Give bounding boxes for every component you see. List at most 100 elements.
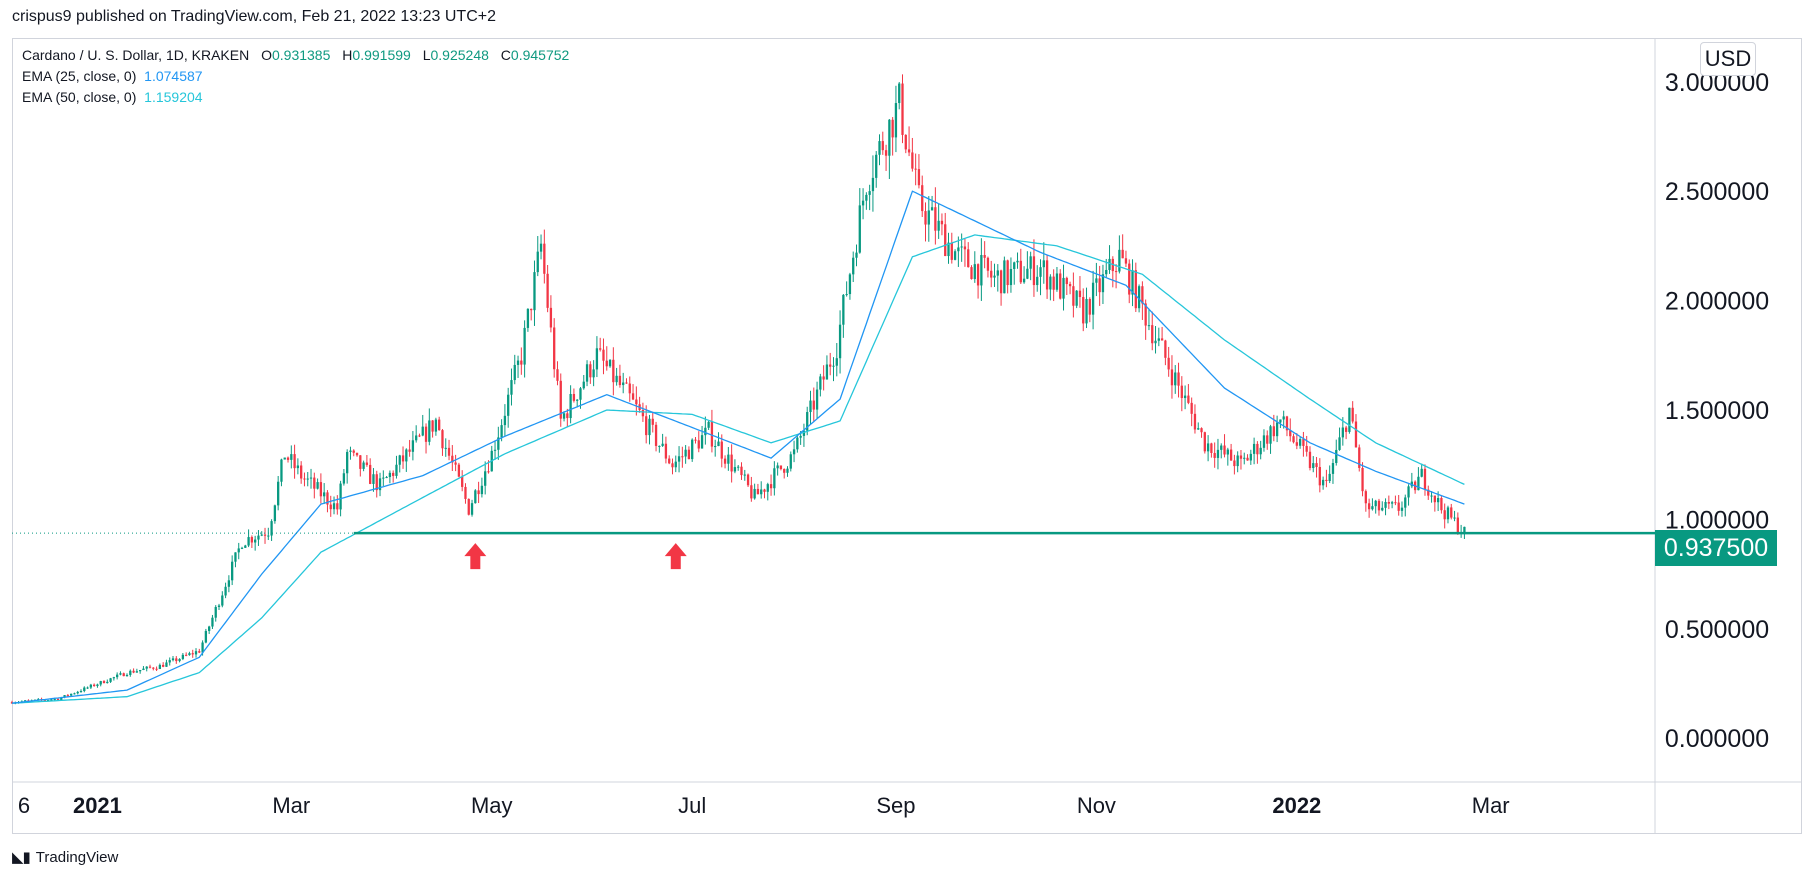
candle-body [1088, 298, 1091, 315]
candle-body [1423, 468, 1427, 490]
candle-body [240, 547, 244, 549]
candle-body [1183, 395, 1187, 399]
candle-body [247, 537, 250, 546]
candle-body [881, 141, 884, 151]
candle-body [1223, 445, 1226, 455]
candle-body [1417, 476, 1420, 491]
candle-body [1134, 270, 1137, 309]
candle-body [286, 457, 290, 460]
candle-body [69, 693, 73, 696]
currency-button[interactable]: USD [1700, 42, 1756, 76]
candle-body [306, 478, 309, 480]
close-label: C [500, 47, 511, 63]
candle-body [1384, 501, 1387, 508]
candle-body [1095, 278, 1098, 283]
candle-body [1321, 479, 1325, 486]
candle-body [960, 246, 963, 248]
candle-body [1154, 340, 1157, 344]
candle-body [533, 272, 536, 311]
candle-body [1298, 439, 1302, 446]
candle-body [1213, 452, 1216, 458]
candle-body [953, 251, 957, 260]
candle-body [628, 383, 631, 394]
candle-body [947, 242, 950, 257]
candle-body [438, 419, 441, 431]
candle-body [1147, 325, 1151, 327]
candle-body [776, 465, 779, 469]
candle-body [1078, 290, 1082, 298]
candle-body [1315, 463, 1318, 468]
candle-body [976, 264, 980, 286]
candle-body [1463, 526, 1466, 533]
candle-body [280, 459, 283, 482]
candle-body [1124, 258, 1128, 264]
candle-body [457, 464, 461, 477]
candle-body [421, 426, 424, 436]
candle-body [1197, 428, 1200, 430]
candle-body [1216, 449, 1220, 458]
candle-body [589, 364, 592, 378]
candle-body [1318, 467, 1321, 486]
x-tick-label: Sep [876, 793, 915, 818]
candle-body [503, 415, 507, 426]
candle-body [467, 498, 470, 515]
candle-body [451, 455, 454, 463]
close-value: 0.945752 [510, 47, 570, 63]
candle-body [832, 365, 835, 367]
candle-body [1180, 385, 1183, 399]
candle-body [1013, 262, 1016, 270]
candle-body [1279, 419, 1282, 423]
candle-body [191, 653, 194, 655]
candle-body [1420, 468, 1423, 477]
candle-body [227, 580, 231, 587]
candle-body [815, 389, 819, 410]
candle-body [681, 456, 684, 458]
open-value: 0.931385 [271, 47, 331, 63]
candle-body [1387, 501, 1390, 504]
candle-body [303, 478, 306, 480]
candle-body [651, 418, 654, 425]
candle-body [1082, 297, 1085, 324]
candle-body [700, 435, 704, 449]
candle-body [763, 489, 766, 492]
candle-body [720, 441, 723, 459]
candle-body [717, 441, 720, 447]
candle-body [290, 454, 293, 460]
ema25-label[interactable]: EMA (25, close, 0) [22, 68, 137, 84]
candle-body [576, 399, 579, 401]
candle-body [743, 474, 746, 476]
candle-body [1091, 282, 1095, 315]
x-tick-label: 2022 [1272, 793, 1321, 818]
candle-body [1381, 507, 1384, 511]
legend-row-ema50: EMA (50, close, 0) 1.159204 [22, 87, 569, 108]
candle-body [549, 307, 553, 328]
symbol-label[interactable]: Cardano / U. S. Dollar, 1D, KRAKEN [22, 47, 250, 63]
candle-body [622, 382, 625, 386]
candle-body [654, 424, 658, 446]
candle-body [855, 252, 858, 258]
candle-body [1006, 260, 1009, 286]
x-tick-label: May [471, 793, 513, 818]
candle-body [332, 503, 336, 510]
ema50-label[interactable]: EMA (50, close, 0) [22, 89, 137, 105]
tradingview-brand[interactable]: ◣▮ TradingView [12, 848, 118, 867]
candle-body [1203, 432, 1206, 452]
candle-body [408, 449, 411, 452]
candle-body [1456, 517, 1459, 533]
candle-body [1328, 473, 1331, 482]
candle-body [1059, 273, 1062, 299]
candle-body [155, 668, 158, 670]
candle-body [779, 465, 783, 470]
candle-body [309, 477, 313, 479]
legend-row-ema25: EMA (25, close, 0) 1.074587 [22, 66, 569, 87]
candle-body [231, 561, 234, 581]
candle-body [875, 154, 878, 178]
candle-body [802, 430, 806, 436]
candle-body [181, 654, 185, 659]
candle-body [1193, 413, 1197, 430]
candle-body [53, 698, 56, 700]
candle-body [63, 695, 66, 698]
candle-body [608, 359, 612, 367]
candle-body [852, 257, 855, 275]
